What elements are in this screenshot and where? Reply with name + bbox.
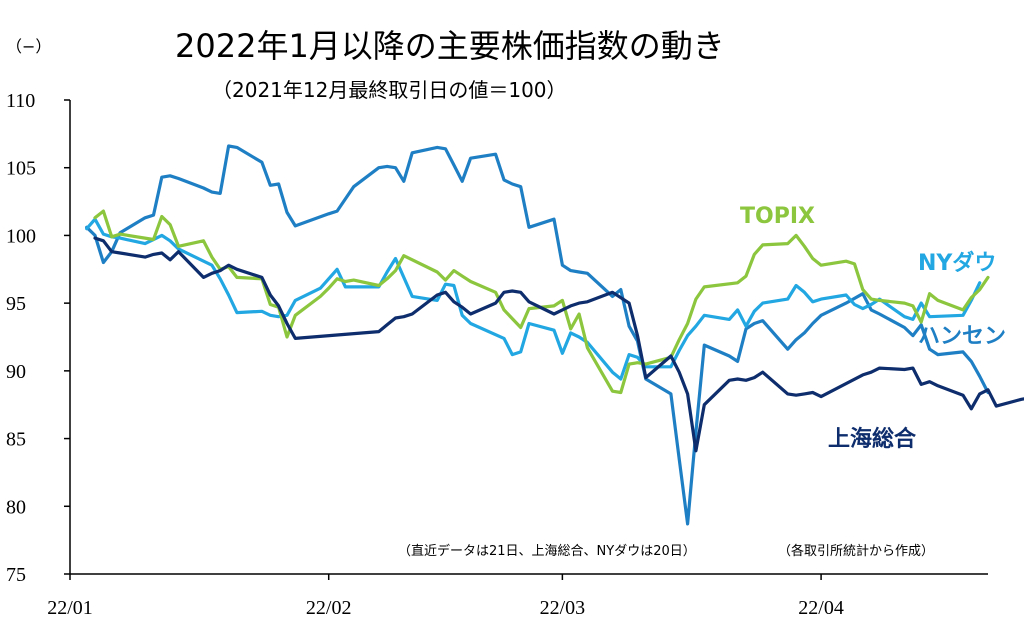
x-tick-label: 22/04 [798, 597, 844, 619]
data-note: （直近データは21日、上海総合、NYダウは20日） [398, 543, 696, 559]
y-tick-label: 90 [6, 361, 26, 383]
series-line-topix [93, 209, 990, 395]
y-tick-label: 75 [6, 564, 26, 586]
y-unit-label: （−） [6, 37, 51, 56]
y-tick-label: 110 [6, 90, 35, 112]
series-label-topix: TOPIX [740, 204, 815, 229]
y-tick-label: 80 [6, 496, 26, 518]
y-tick-label: 95 [6, 293, 26, 315]
y-tick-label: 100 [6, 225, 36, 247]
chart-subtitle: （2021年12月最終取引日の値＝100） [212, 78, 567, 102]
y-tick-label: 105 [6, 158, 36, 180]
source-note: （各取引所統計から作成） [778, 543, 934, 559]
y-axis-ticks: 75 80 85 90 95 100 105 110 [6, 90, 70, 586]
series-label-hangseng: ハンセン [918, 324, 1006, 349]
x-tick-label: 22/03 [540, 597, 586, 619]
y-tick-label: 85 [6, 429, 26, 451]
series-line-shanghai [93, 236, 1024, 453]
series-lines [85, 144, 1024, 526]
x-axis-ticks: 22/01 22/02 22/03 22/04 [47, 574, 844, 619]
series-label-nydow: NYダウ [918, 250, 996, 276]
x-tick-label: 22/01 [47, 597, 93, 619]
chart-title: 2022年1月以降の主要株価指数の動き [175, 27, 725, 65]
series-line-hangseng [85, 144, 990, 526]
x-tick-label: 22/02 [306, 597, 352, 619]
series-label-shanghai: 上海総合 [828, 426, 917, 452]
series-line-nydow [85, 217, 982, 381]
